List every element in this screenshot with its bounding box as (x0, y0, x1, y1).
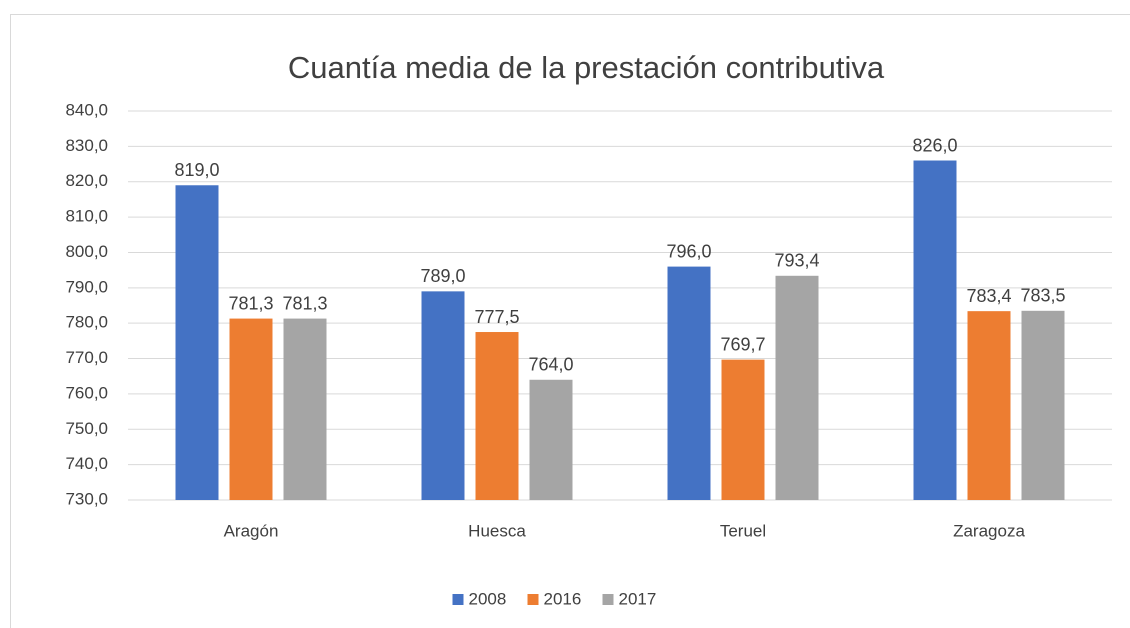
bar (967, 311, 1011, 500)
bar (283, 318, 327, 500)
value-label: 777,5 (474, 307, 519, 327)
legend-label: 2016 (544, 589, 582, 608)
value-label: 796,0 (666, 241, 711, 261)
legend-swatch (527, 594, 539, 605)
value-label: 764,0 (528, 355, 573, 375)
x-tick-label: Huesca (468, 521, 526, 540)
y-tick-label: 730,0 (65, 489, 108, 508)
value-label: 783,4 (966, 286, 1011, 306)
legend-label: 2008 (469, 589, 507, 608)
bar (421, 291, 465, 500)
y-tick-label: 740,0 (65, 454, 108, 473)
y-tick-label: 770,0 (65, 348, 108, 367)
value-label: 783,5 (1020, 286, 1065, 306)
bar (475, 332, 519, 500)
x-tick-label: Teruel (720, 521, 766, 540)
y-tick-label: 790,0 (65, 277, 108, 296)
value-label: 781,3 (282, 293, 327, 313)
y-tick-label: 750,0 (65, 419, 108, 438)
bar (229, 318, 273, 500)
bar (175, 185, 219, 500)
y-tick-label: 800,0 (65, 242, 108, 261)
y-tick-label: 760,0 (65, 383, 108, 402)
y-tick-label: 840,0 (65, 100, 108, 119)
value-label: 826,0 (912, 135, 957, 155)
chart-title: Cuantía media de la prestación contribut… (288, 50, 885, 85)
value-label: 781,3 (228, 293, 273, 313)
value-label: 793,4 (774, 251, 819, 271)
value-label: 789,0 (420, 266, 465, 286)
bar (667, 266, 711, 500)
y-tick-label: 810,0 (65, 207, 108, 226)
y-tick-label: 780,0 (65, 313, 108, 332)
bar (1021, 310, 1065, 500)
legend-label: 2017 (619, 589, 657, 608)
value-label: 819,0 (174, 160, 219, 180)
x-tick-label: Zaragoza (953, 521, 1025, 540)
y-tick-label: 830,0 (65, 136, 108, 155)
value-label: 769,7 (720, 334, 765, 354)
bar (529, 379, 573, 500)
legend-swatch (452, 594, 464, 605)
bar (775, 275, 819, 500)
y-tick-label: 820,0 (65, 171, 108, 190)
x-tick-label: Aragón (224, 521, 279, 540)
legend-swatch (602, 594, 614, 605)
bar (913, 160, 957, 500)
bar (721, 359, 765, 500)
